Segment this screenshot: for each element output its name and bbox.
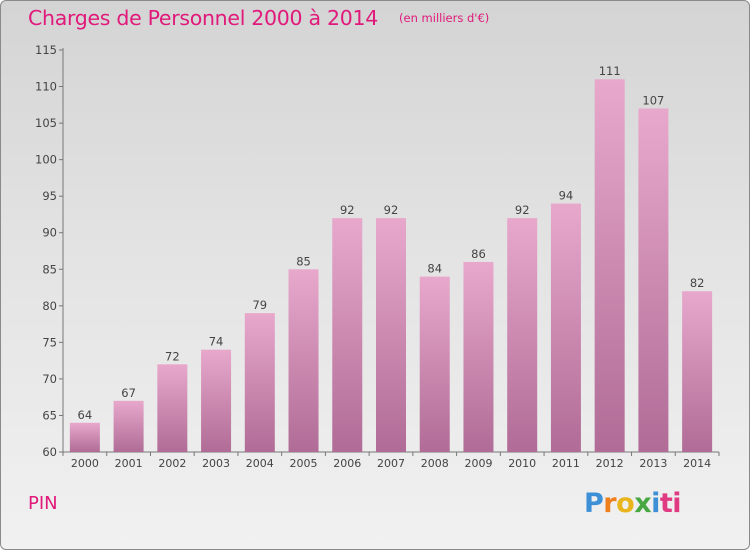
x-tick-label: 2010 bbox=[508, 457, 536, 470]
bar bbox=[507, 218, 538, 452]
data-label: 94 bbox=[559, 188, 574, 202]
data-label: 64 bbox=[78, 408, 93, 422]
x-tick-label: 2007 bbox=[377, 457, 405, 470]
bar bbox=[69, 422, 100, 452]
proxiti-logo[interactable]: Proxiti bbox=[584, 488, 682, 519]
bar bbox=[594, 79, 625, 453]
title-row: Charges de Personnel 2000 à 2014 (en mil… bbox=[28, 6, 489, 30]
bar bbox=[288, 269, 319, 452]
x-tick-label: 2000 bbox=[71, 457, 99, 470]
logo-letter: o bbox=[616, 488, 635, 519]
y-tick-label: 90 bbox=[42, 226, 57, 240]
y-tick-label: 65 bbox=[42, 408, 57, 422]
x-tick-label: 2004 bbox=[246, 457, 274, 470]
data-label: 86 bbox=[471, 247, 486, 261]
y-tick-label: 95 bbox=[42, 189, 57, 203]
data-label: 82 bbox=[690, 276, 705, 290]
bar bbox=[113, 400, 144, 452]
data-label: 79 bbox=[252, 298, 267, 312]
x-tick-label: 2005 bbox=[290, 457, 318, 470]
bar bbox=[376, 218, 406, 452]
bar bbox=[244, 313, 275, 452]
data-label: 107 bbox=[642, 93, 664, 107]
data-label: 74 bbox=[209, 335, 224, 349]
logo-letter: P bbox=[584, 488, 604, 519]
data-label: 92 bbox=[340, 203, 355, 217]
data-label: 92 bbox=[384, 203, 399, 217]
data-label: 84 bbox=[427, 262, 442, 276]
data-label: 67 bbox=[121, 386, 136, 400]
y-tick-label: 75 bbox=[42, 335, 57, 349]
x-tick-label: 2003 bbox=[202, 457, 230, 470]
x-tick-label: 2008 bbox=[421, 457, 449, 470]
data-label: 111 bbox=[599, 64, 621, 78]
x-tick-label: 2014 bbox=[683, 457, 711, 470]
y-tick-label: 110 bbox=[35, 80, 57, 94]
bar bbox=[332, 218, 363, 452]
x-tick-label: 2001 bbox=[115, 457, 143, 470]
data-label: 85 bbox=[296, 254, 311, 268]
logo-letter: x bbox=[634, 488, 652, 519]
x-tick-label: 2012 bbox=[596, 457, 624, 470]
data-label: 92 bbox=[515, 203, 530, 217]
axes: 60 65 70 75 80 85 90 95 100 105 110 115 2000 2001 2002… bbox=[35, 43, 720, 470]
x-tick-label: 2011 bbox=[552, 457, 580, 470]
data-label: 72 bbox=[165, 349, 180, 363]
y-tick-label: 70 bbox=[42, 372, 57, 386]
y-tick-label: 100 bbox=[35, 153, 57, 167]
y-tick-label: 80 bbox=[42, 299, 57, 313]
y-tick-label: 60 bbox=[42, 445, 57, 459]
logo-letter: r bbox=[603, 488, 617, 519]
bars: 64 67 72 74 79 85 92 92 84 86 92 94 111 107 82 bbox=[69, 64, 713, 453]
bar bbox=[419, 276, 450, 452]
logo-letter: ti bbox=[659, 488, 682, 519]
y-tick-label: 105 bbox=[35, 116, 57, 130]
y-tick-label: 85 bbox=[42, 262, 57, 276]
chart-subtitle: (en milliers d'€) bbox=[399, 11, 490, 25]
bar bbox=[638, 108, 669, 453]
bar bbox=[682, 291, 713, 452]
bar bbox=[201, 349, 232, 452]
logo-letter: i bbox=[651, 488, 660, 519]
bar bbox=[463, 261, 494, 452]
y-tick-label: 115 bbox=[35, 43, 57, 57]
bar bbox=[550, 203, 581, 452]
x-tick-label: 2013 bbox=[639, 457, 667, 470]
x-tick-label: 2009 bbox=[464, 457, 492, 470]
x-tick-label: 2002 bbox=[158, 457, 186, 470]
chart-title: Charges de Personnel 2000 à 2014 bbox=[28, 6, 378, 30]
x-tick-label: 2006 bbox=[333, 457, 361, 470]
commune-name: PIN bbox=[28, 493, 58, 514]
bar bbox=[157, 364, 188, 452]
